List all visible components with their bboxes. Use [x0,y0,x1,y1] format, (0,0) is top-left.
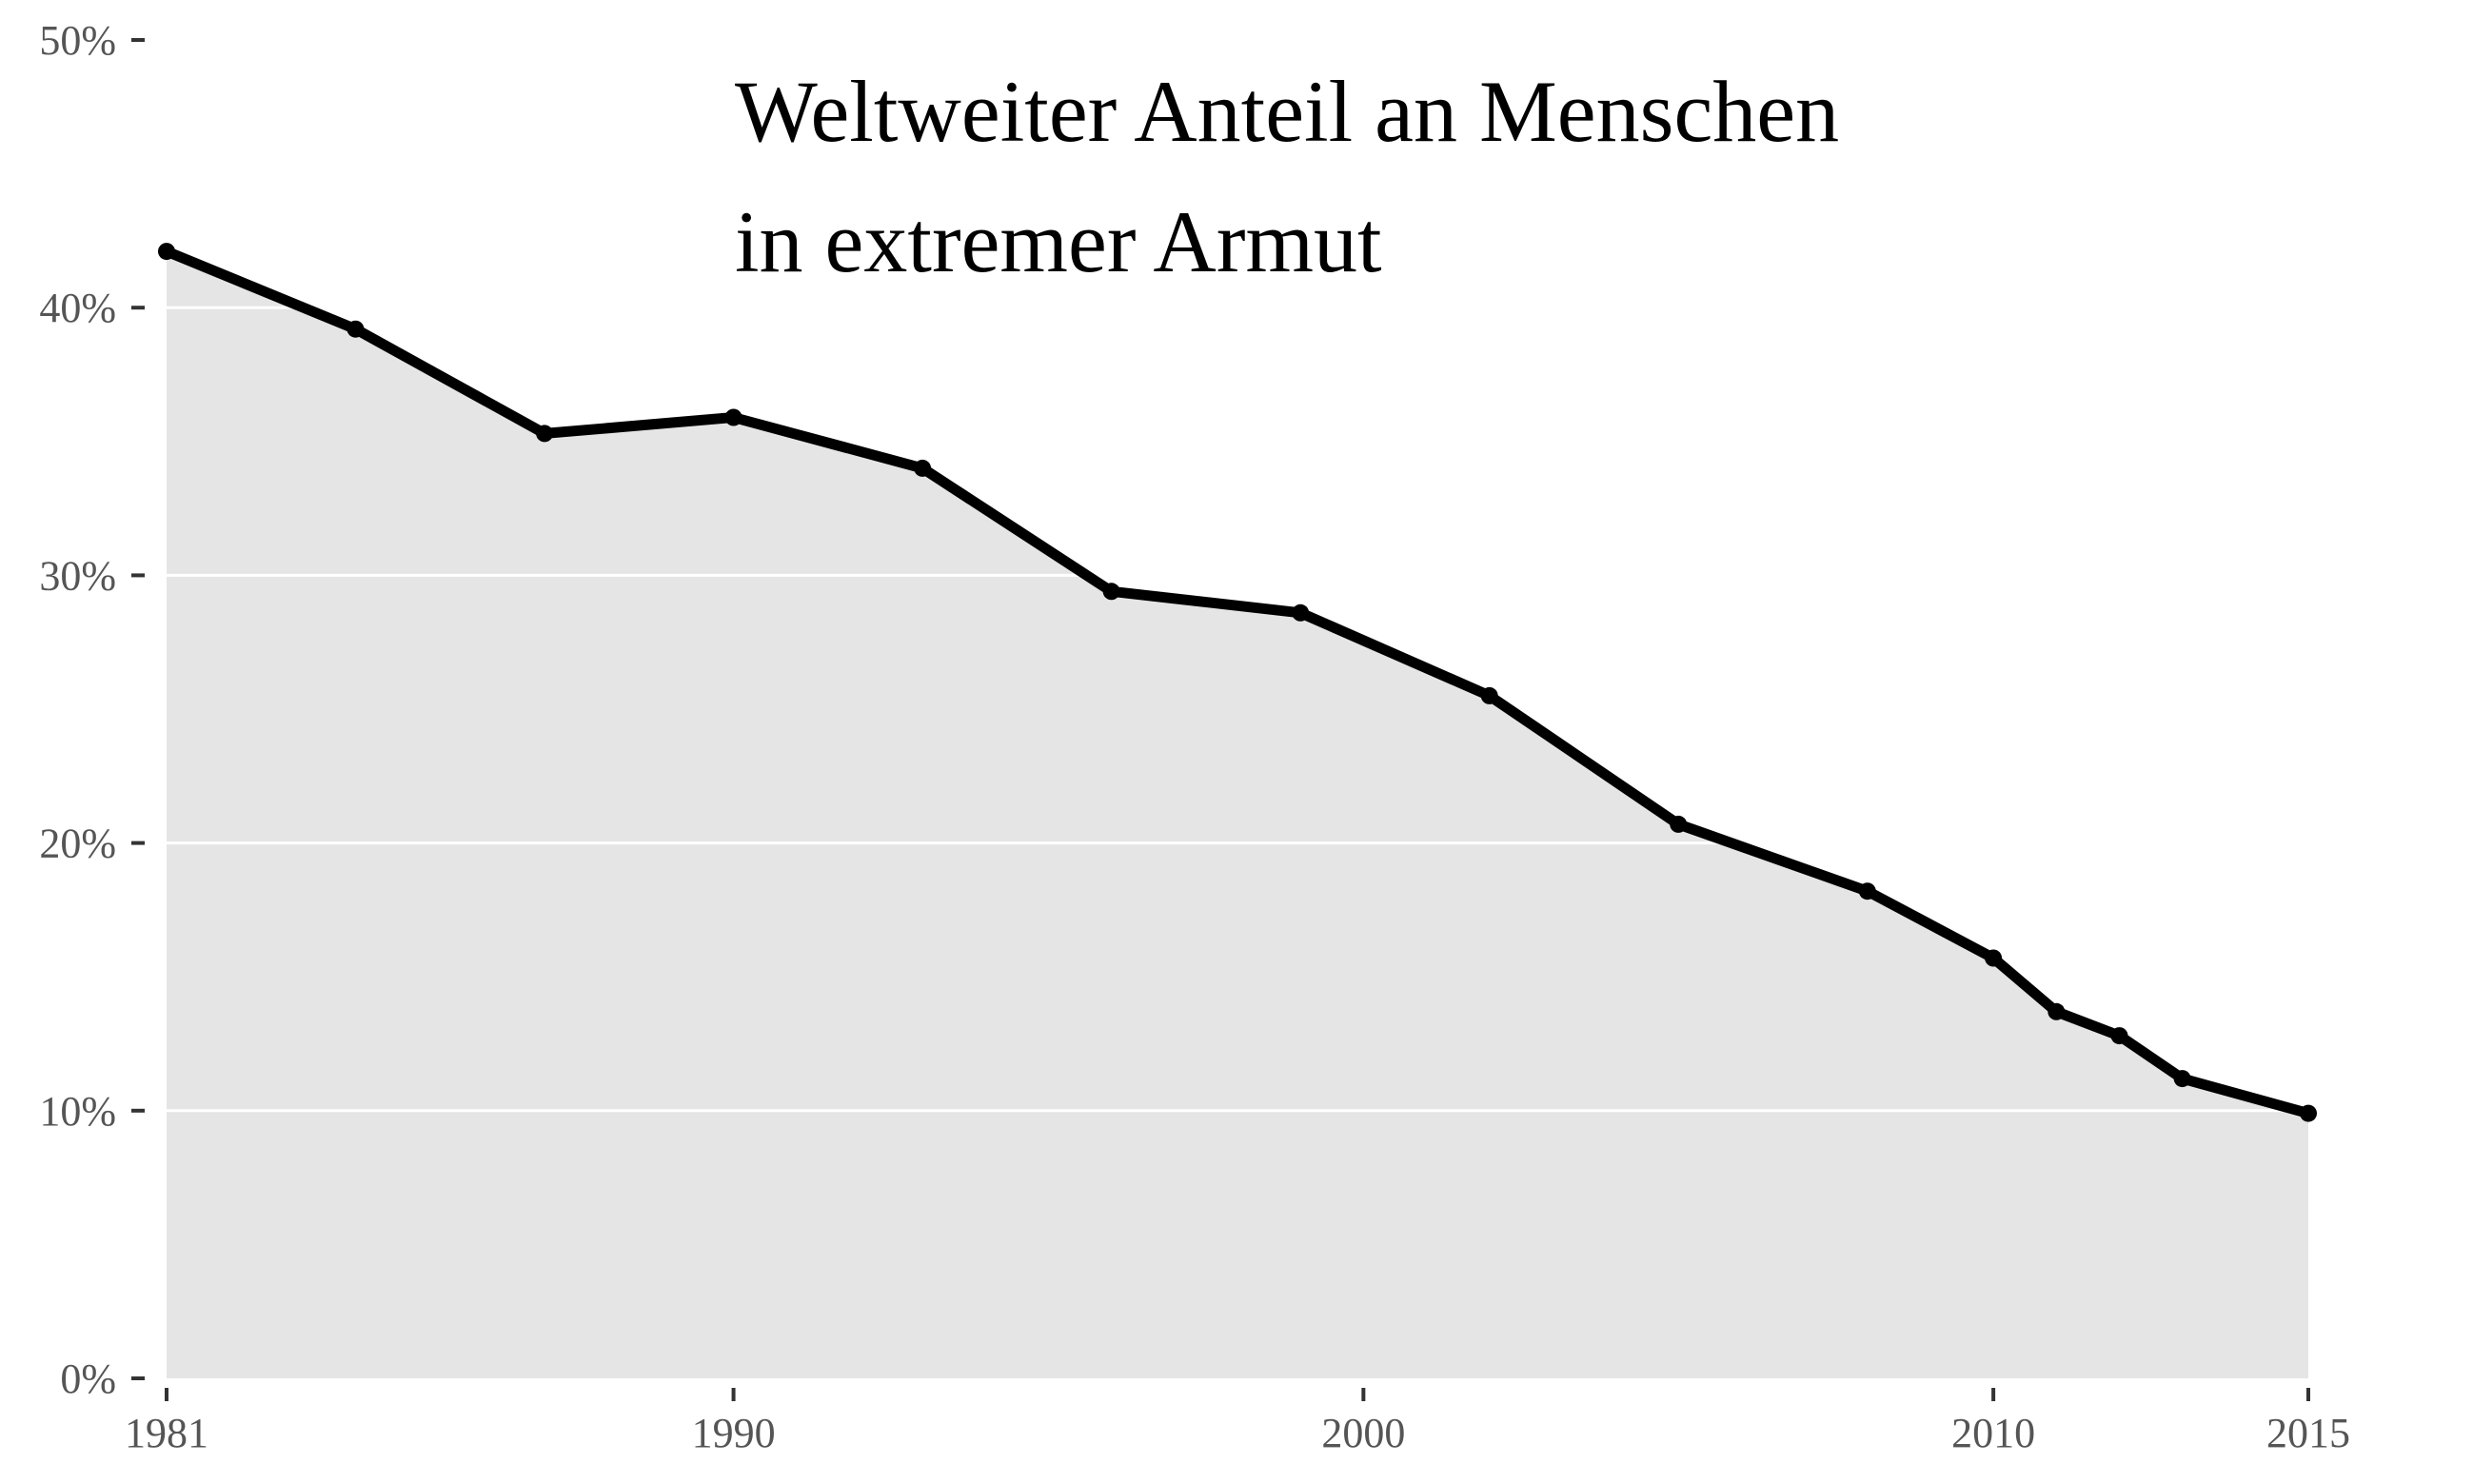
data-point-1999 [1292,603,1310,622]
data-point-2011 [2048,1002,2066,1020]
data-point-2015 [2300,1104,2317,1122]
data-point-2013 [2173,1070,2191,1088]
x-axis: 1981 1990 2000 2010 2015 [125,1388,2350,1456]
data-point-1993 [914,459,932,477]
y-axis: 0% 10% 20% 30% 40% 50% [39,17,145,1402]
data-point-1990 [724,408,742,426]
x-tick-label: 2010 [1951,1410,2035,1456]
x-tick-label: 1990 [692,1410,776,1456]
data-point-2010 [1985,949,2003,967]
y-tick-label: 30% [39,552,116,599]
area-fill [167,251,2308,1379]
x-tick-label: 2015 [2266,1410,2350,1456]
data-point-1984 [346,320,365,338]
chart-title-line-1: Weltweiter Anteil an Menschen [735,63,1839,160]
data-points [158,243,2317,1122]
y-tick-label: 40% [39,285,116,331]
chart-title-line-2: in extremer Armut [735,193,1382,290]
y-tick-label: 0% [60,1355,116,1402]
grid-lines [167,38,2308,1113]
data-point-2008 [1858,882,1876,900]
data-point-1987 [536,425,554,443]
x-tick-label: 2000 [1321,1410,1405,1456]
data-point-2002 [1480,686,1498,704]
y-tick-label: 20% [39,821,116,867]
data-point-2005 [1670,815,1688,833]
data-point-2012 [2110,1027,2128,1045]
x-tick-label: 1981 [125,1410,208,1456]
data-point-1996 [1102,583,1120,601]
y-tick-label: 50% [39,17,116,64]
data-point-1981 [158,243,175,261]
y-tick-label: 10% [39,1088,116,1135]
